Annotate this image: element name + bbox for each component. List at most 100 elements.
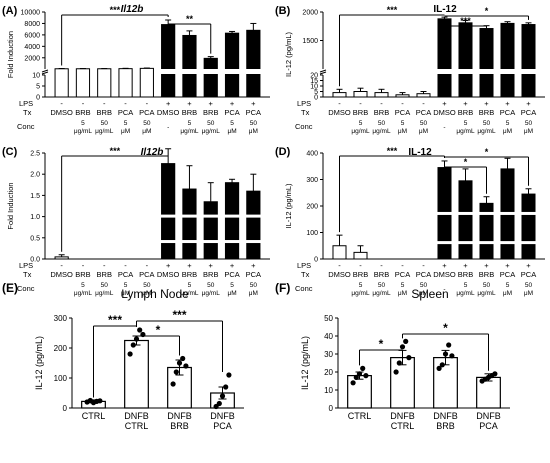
lps-label: -	[103, 99, 106, 108]
significance-label: *	[379, 337, 384, 351]
conc-label: 5	[506, 282, 510, 289]
data-point	[393, 369, 399, 375]
y-tick-label: 4000	[24, 44, 40, 51]
tx-label: PCA	[246, 108, 261, 117]
data-point	[173, 369, 179, 375]
tx-label: PCA	[224, 108, 239, 117]
y-tick-label: 10000	[21, 10, 41, 17]
conc-label: μM	[142, 128, 151, 135]
conc-label: μM	[503, 128, 512, 135]
tx-label: BRB	[353, 270, 368, 279]
data-point	[180, 355, 186, 362]
y-tick-label: 1.5	[30, 193, 40, 200]
y-tick-label: 5	[36, 84, 40, 91]
lps-label: -	[359, 99, 362, 108]
tx-label: PCA	[521, 108, 536, 117]
tx-label: BRB	[75, 270, 90, 279]
y-tick-label: 2000	[24, 55, 40, 62]
data-point	[350, 380, 356, 386]
conc-label: μg/mL	[74, 128, 93, 135]
tx-label: BRB	[182, 108, 197, 117]
lps-label: -	[380, 261, 383, 270]
tx-label: BRB	[374, 270, 389, 279]
conc-label: μg/mL	[456, 128, 475, 135]
conc-label: -	[167, 286, 169, 293]
data-point	[223, 384, 229, 390]
y-axis-label: IL-12 (pg/mL)	[300, 336, 310, 390]
bar	[224, 32, 240, 98]
conc-label: μg/mL	[202, 128, 221, 135]
data-point	[492, 371, 498, 377]
tx-label: DMSO	[50, 108, 73, 117]
y-tick-label: 0.0	[30, 257, 40, 264]
lps-label: -	[60, 99, 63, 108]
bar-break-gap	[499, 211, 516, 215]
conc-label: μg/mL	[95, 128, 114, 135]
bar-break-gap	[160, 214, 176, 218]
conc-label: -	[167, 124, 169, 131]
bar	[182, 34, 197, 98]
y-tick-label: 1500	[302, 38, 318, 45]
bar	[54, 256, 69, 260]
y-axis-label: IL-12 (pg/mL)	[34, 336, 44, 390]
lps-label: +	[442, 261, 447, 270]
conc-label: μM	[503, 290, 512, 297]
bar	[332, 92, 347, 98]
bar	[395, 94, 410, 98]
y-tick-label: 10	[310, 84, 318, 91]
conc-label: μg/mL	[351, 290, 370, 297]
tx-label: DMSO	[433, 270, 456, 279]
y-tick-label: 40	[324, 332, 333, 341]
bar-break-gap	[224, 214, 240, 218]
y-tick-label: 0.5	[30, 235, 40, 242]
tx-label: BRB	[458, 108, 473, 117]
significance-label: *	[156, 323, 161, 337]
bar	[437, 18, 452, 98]
lps-label: -	[422, 99, 425, 108]
tx-label: BRB	[182, 270, 197, 279]
y-tick-label: 0	[314, 257, 318, 264]
bar-break-gap	[203, 214, 219, 218]
lps-label: +	[484, 99, 489, 108]
bar	[479, 28, 494, 98]
bar-break-gap	[436, 241, 453, 245]
bar	[161, 24, 176, 98]
conc-label: μg/mL	[456, 290, 475, 297]
conc-label: μg/mL	[180, 290, 199, 297]
category-label: DNFB	[433, 411, 458, 421]
conc-label: 50	[207, 120, 215, 127]
bar-break-gap	[436, 211, 453, 215]
lps-label: +	[505, 261, 510, 270]
lps-label: -	[359, 261, 362, 270]
bar	[246, 29, 261, 98]
row-label-lps: LPS	[297, 99, 311, 108]
significance-label: ***	[387, 146, 398, 156]
data-point	[183, 363, 189, 369]
category-label: CTRL	[391, 421, 415, 431]
conc-label: μM	[227, 290, 236, 297]
panel-title: Il12b	[141, 147, 164, 158]
data-point	[356, 371, 363, 377]
data-point	[449, 353, 455, 359]
bar-break-gap	[224, 240, 240, 244]
bar	[458, 22, 473, 98]
lps-label: -	[146, 261, 149, 270]
data-point	[442, 351, 449, 357]
y-tick-label: 200	[54, 344, 68, 353]
category-label: CTRL	[348, 411, 372, 421]
axis-break-mark	[319, 71, 327, 75]
panel-label: (E)	[2, 281, 18, 295]
conc-label: 50	[525, 120, 533, 127]
conc-label: μg/mL	[202, 290, 221, 297]
tx-label: BRB	[97, 270, 112, 279]
data-point	[133, 336, 140, 342]
conc-label: 5	[81, 120, 85, 127]
bar-break-gap	[478, 211, 495, 215]
bar	[224, 182, 240, 260]
lps-label: +	[166, 99, 171, 108]
row-label-conc: Conc	[17, 122, 35, 131]
conc-label: 50	[420, 282, 428, 289]
conc-label: 50	[420, 120, 428, 127]
y-tick-label: 0	[329, 404, 334, 413]
tx-label: BRB	[479, 270, 494, 279]
